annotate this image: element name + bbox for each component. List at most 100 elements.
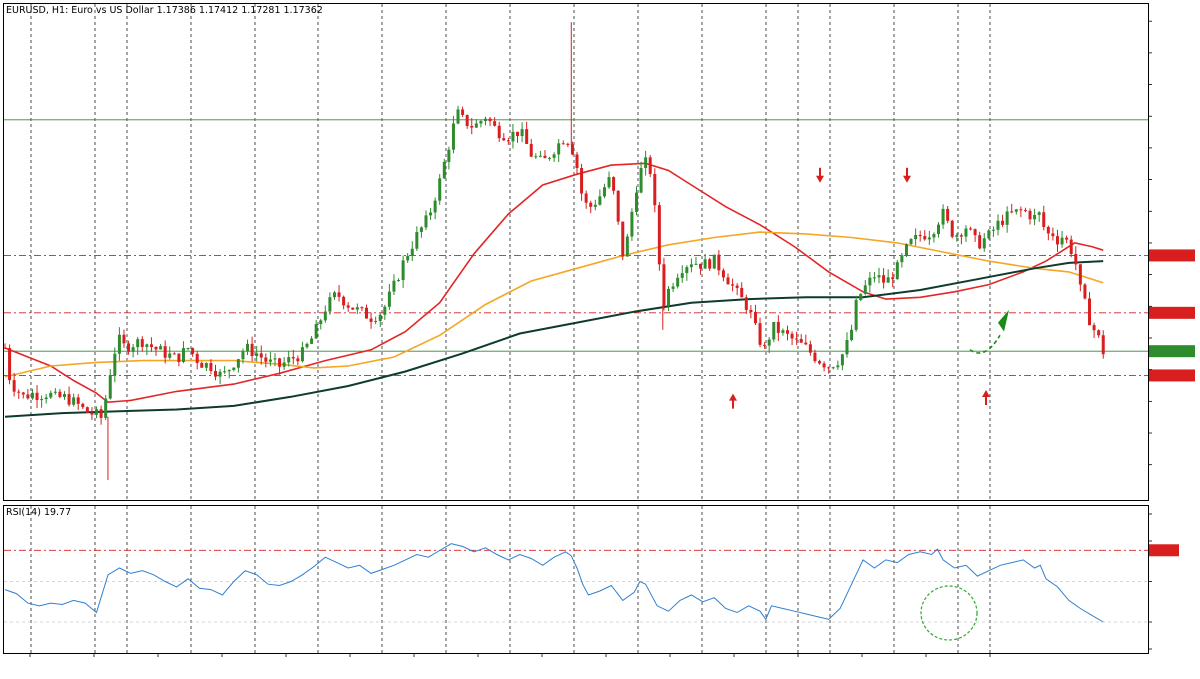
candle-body	[145, 344, 149, 347]
candle-body	[328, 297, 332, 312]
candle-body	[296, 358, 300, 362]
candle-body	[419, 227, 423, 233]
candle-body	[680, 273, 684, 278]
candle-body	[909, 239, 913, 245]
candle-body	[891, 277, 895, 280]
candle-body	[442, 161, 446, 179]
price-panel-frame	[3, 3, 1149, 501]
candle-body	[918, 234, 922, 237]
rsi-line-group	[4, 543, 1104, 623]
candle-body	[1069, 239, 1073, 254]
candle-body	[314, 324, 318, 339]
candle-body	[104, 398, 108, 418]
candle-body	[552, 154, 556, 158]
candle-body	[937, 224, 941, 235]
candle-body	[808, 344, 812, 353]
candle-body	[950, 220, 954, 237]
red-arrow-down	[903, 167, 911, 183]
candle-body	[131, 347, 135, 352]
candle-body	[721, 270, 725, 278]
candle-body	[964, 228, 968, 237]
candle-body	[740, 287, 744, 298]
candle-body	[40, 399, 44, 401]
candle-body	[1051, 233, 1055, 237]
price-level-tag	[1149, 369, 1195, 382]
candle-body	[973, 229, 977, 236]
candle-body	[927, 237, 931, 240]
candle-body	[127, 343, 131, 352]
candle-body	[900, 255, 904, 263]
candle-body	[323, 311, 327, 321]
candle-body	[172, 353, 176, 355]
candle-body	[676, 277, 680, 287]
candle-body	[982, 238, 986, 249]
candle-body	[319, 320, 323, 325]
candle-body	[932, 234, 936, 238]
candle-body	[268, 359, 272, 362]
candle-body	[108, 375, 112, 399]
candle-body	[159, 346, 163, 350]
candle-body	[213, 370, 217, 377]
candle-body	[282, 362, 286, 367]
candle-body	[712, 254, 716, 269]
candle-body	[694, 263, 698, 265]
candle-body	[987, 230, 991, 239]
candle-body	[72, 397, 76, 405]
candle-body	[616, 190, 620, 222]
red-arrow-down	[816, 167, 824, 183]
candle-body	[799, 338, 803, 343]
candle-body	[346, 305, 350, 308]
candle-body	[163, 346, 167, 358]
candle-body	[525, 129, 529, 144]
candle-body	[305, 343, 309, 348]
candle-body	[497, 125, 501, 139]
candle-body	[1101, 335, 1105, 355]
candle-body	[58, 391, 62, 397]
candle-body	[1028, 210, 1032, 220]
candle-body	[191, 348, 195, 354]
candle-body	[355, 307, 359, 310]
candle-body	[607, 177, 611, 188]
candle-body	[854, 300, 858, 330]
candle-body	[300, 347, 304, 362]
candle-body	[8, 348, 12, 381]
candle-body	[602, 187, 606, 197]
candle-body	[589, 202, 593, 207]
candle-body	[634, 192, 638, 212]
candle-body	[223, 371, 227, 373]
candle-body	[1023, 210, 1027, 212]
candle-body	[520, 129, 524, 137]
candle-body	[209, 363, 213, 371]
candle-body	[113, 353, 117, 376]
candle-body	[570, 144, 574, 155]
candle-body	[383, 306, 387, 315]
candle-body	[914, 234, 918, 240]
ma-line-1	[4, 231, 1104, 378]
candle-body	[438, 178, 442, 201]
candle-body	[291, 357, 295, 359]
candle-body	[1065, 237, 1069, 240]
candle-body	[744, 297, 748, 310]
candle-body	[1001, 220, 1005, 225]
candle-body	[1019, 209, 1023, 211]
candle-body	[689, 264, 693, 268]
candle-body	[117, 334, 121, 354]
candle-body	[90, 412, 94, 415]
candle-body	[456, 109, 460, 124]
candle-body	[227, 369, 231, 372]
candle-body	[465, 114, 469, 126]
candle-body	[882, 275, 886, 283]
candle-body	[177, 353, 181, 362]
candle-body	[236, 359, 240, 368]
candles	[3, 22, 1105, 481]
candle-body	[548, 157, 552, 159]
candle-body	[1074, 253, 1078, 265]
price-grid	[30, 4, 991, 500]
candle-body	[12, 380, 16, 392]
candle-body	[474, 123, 478, 128]
candle-body	[1042, 212, 1046, 227]
candle-body	[200, 362, 204, 368]
candle-body	[218, 371, 222, 377]
candle-body	[598, 196, 602, 205]
candle-body	[863, 285, 867, 294]
